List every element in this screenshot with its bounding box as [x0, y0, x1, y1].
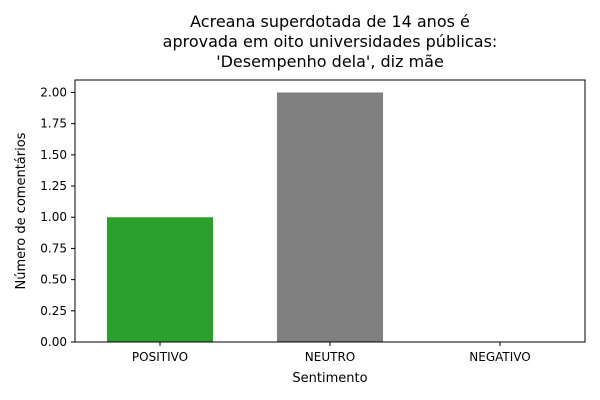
y-tick-label: 1.75: [40, 117, 67, 131]
y-tick-label: 1.00: [40, 210, 67, 224]
bar-positivo: [106, 217, 214, 342]
x-tick-label: POSITIVO: [132, 350, 188, 364]
y-tick-label: 1.50: [40, 148, 67, 162]
y-tick-label: 0.75: [40, 241, 67, 255]
x-tick-label: NEUTRO: [305, 350, 355, 364]
y-axis-label: Número de comentários: [14, 132, 29, 289]
chart-title: Acreana superdotada de 14 anos é aprovad…: [162, 12, 498, 71]
x-axis-label: Sentimento: [292, 371, 367, 386]
x-axis: POSITIVO NEUTRO NEGATIVO: [132, 342, 531, 364]
bar-neutro: [276, 92, 384, 342]
plot-frame: [74, 79, 586, 343]
x-tick-label: NEGATIVO: [469, 350, 530, 364]
y-axis: 0.00 0.25 0.50 0.75 1.00 1.25 1.50 1.75 2.00: [40, 85, 75, 349]
y-tick-label: 1.25: [40, 179, 67, 193]
bars-layer: [106, 92, 384, 342]
y-tick-label: 0.00: [40, 335, 67, 349]
y-tick-label: 0.50: [40, 273, 67, 287]
y-tick-label: 2.00: [40, 85, 67, 99]
y-tick-label: 0.25: [40, 304, 67, 318]
